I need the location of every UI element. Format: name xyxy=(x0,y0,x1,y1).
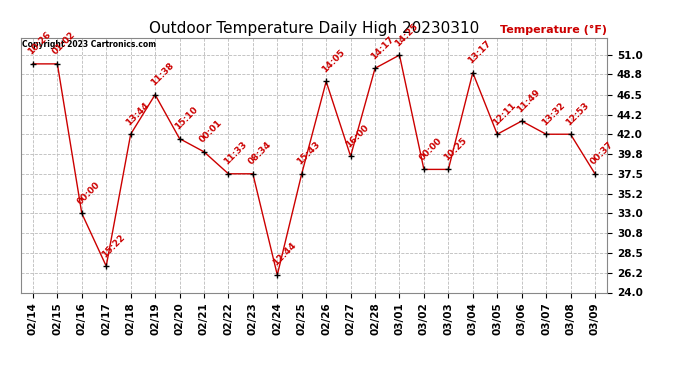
Text: 11:49: 11:49 xyxy=(515,87,542,114)
Text: 10:25: 10:25 xyxy=(442,136,469,162)
Text: 10:26: 10:26 xyxy=(26,30,53,57)
Title: Outdoor Temperature Daily High 20230310: Outdoor Temperature Daily High 20230310 xyxy=(149,21,479,36)
Text: 14:05: 14:05 xyxy=(319,48,346,74)
Text: 00:37: 00:37 xyxy=(589,140,615,167)
Text: 12:11: 12:11 xyxy=(491,100,518,127)
Text: 15:43: 15:43 xyxy=(295,140,322,167)
Text: 12:44: 12:44 xyxy=(271,241,297,268)
Text: 00:00: 00:00 xyxy=(417,136,444,162)
Text: 14:25: 14:25 xyxy=(393,21,420,48)
Text: 08:34: 08:34 xyxy=(246,140,273,167)
Text: 01:02: 01:02 xyxy=(51,30,77,57)
Text: Temperature (°F): Temperature (°F) xyxy=(500,25,607,35)
Text: 11:33: 11:33 xyxy=(222,140,248,167)
Text: 13:17: 13:17 xyxy=(466,39,493,66)
Text: 15:10: 15:10 xyxy=(173,105,199,132)
Text: 00:01: 00:01 xyxy=(197,118,224,145)
Text: 15:22: 15:22 xyxy=(100,232,126,259)
Text: 11:38: 11:38 xyxy=(149,61,175,88)
Text: 00:00: 00:00 xyxy=(75,180,101,206)
Text: 13:44: 13:44 xyxy=(124,100,151,127)
Text: 13:32: 13:32 xyxy=(540,100,566,127)
Text: 12:53: 12:53 xyxy=(564,100,591,127)
Text: 14:17: 14:17 xyxy=(368,34,395,61)
Text: Copyright 2023 Cartronics.com: Copyright 2023 Cartronics.com xyxy=(22,40,156,49)
Text: 16:00: 16:00 xyxy=(344,123,371,149)
